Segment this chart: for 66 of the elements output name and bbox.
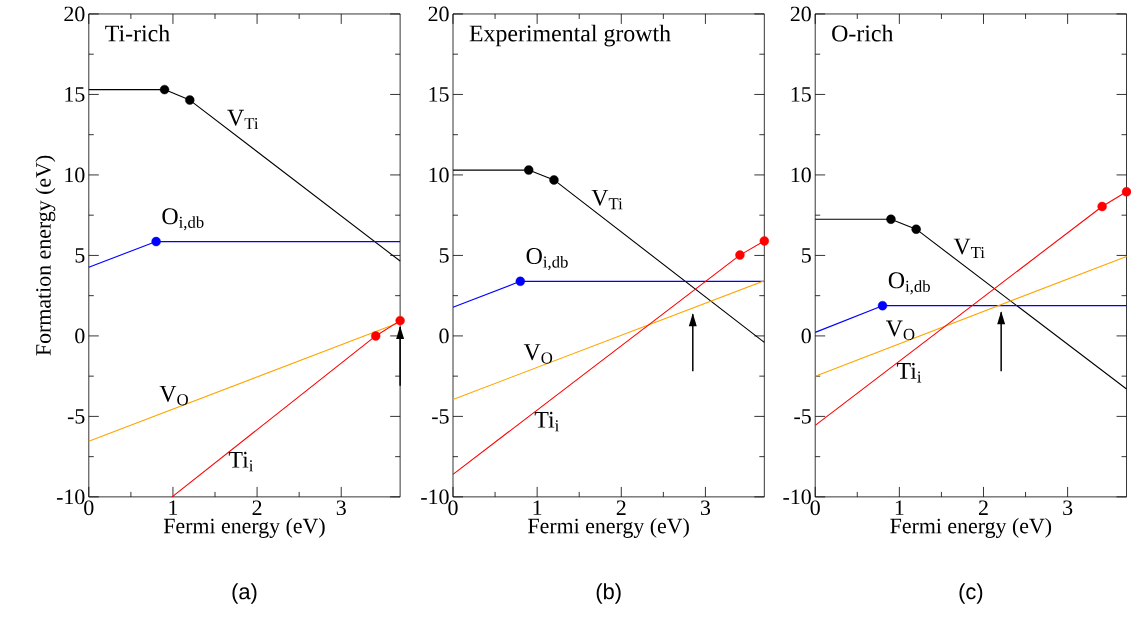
text: (c) — [959, 583, 983, 604]
series-label: V$_{Ti}$ — [591, 190, 623, 210]
point — [151, 237, 161, 247]
y-tick-label: -10 — [421, 489, 449, 505]
y-tick-label: 10 — [65, 167, 85, 183]
series-label: O$_{i,db}$ — [162, 208, 204, 231]
y-tick-label: 0 — [439, 328, 449, 344]
x-axis-title: Fermi energy (eV) — [890, 518, 1052, 539]
series-label: O$_{i,db}$ — [526, 248, 568, 271]
series-label: Ti$_{i}$ — [896, 363, 922, 383]
y-tick-label: 20 — [428, 6, 449, 22]
text: (a) — [232, 583, 257, 604]
series-label: V$_{O}$ — [159, 386, 188, 406]
x-tick-label: 3 — [701, 500, 711, 516]
y-tick-label: 5 — [75, 248, 85, 263]
point — [735, 250, 745, 260]
x-tick-label: 2 — [616, 500, 626, 516]
series-label: V$_{Ti}$ — [227, 109, 259, 130]
series-label: V$_{Ti}$ — [953, 238, 985, 259]
x-axis-title: Fermi energy (eV) — [528, 518, 689, 539]
point — [185, 95, 195, 105]
point — [395, 316, 405, 326]
point — [759, 236, 770, 246]
y-tick-label: -5 — [432, 409, 449, 424]
x-tick-label: 3 — [1063, 500, 1073, 516]
y-tick-label: -10 — [56, 489, 85, 505]
y-axis-title: Formation energy (eV) — [35, 155, 56, 356]
y-tick-label: 20 — [64, 6, 85, 22]
x-tick-label: 1 — [533, 500, 542, 516]
y-tick-label: 10 — [429, 167, 449, 183]
x-tick-label: 2 — [978, 500, 988, 516]
y-tick-label: -5 — [794, 409, 811, 424]
x-tick-label: 3 — [336, 500, 346, 516]
series-label: V$_{O}$ — [885, 320, 915, 341]
x-tick-label: 1 — [169, 500, 178, 516]
y-tick-label: 10 — [791, 167, 811, 183]
y-tick-label: -5 — [67, 409, 85, 424]
y-tick-label: 5 — [439, 248, 449, 263]
y-tick-label: 20 — [790, 6, 811, 22]
point — [877, 301, 888, 311]
series-label: O$_{i,db}$ — [888, 272, 930, 295]
x-axis-title: Fermi energy (eV) — [163, 518, 325, 539]
y-tick-label: 15 — [429, 87, 449, 102]
chart-title: O-rich — [832, 24, 894, 42]
series-label: Ti$_{i}$ — [534, 411, 559, 432]
x-tick-label: 1 — [895, 500, 904, 516]
point — [911, 224, 921, 235]
y-tick-label: 15 — [791, 87, 811, 102]
y-tick-label: 5 — [802, 248, 811, 263]
x-tick-label: 2 — [252, 500, 262, 516]
series-label: Ti$_{i}$ — [228, 451, 254, 472]
point — [886, 214, 896, 225]
series-label: V$_{O}$ — [523, 344, 553, 364]
text: (b) — [596, 583, 621, 604]
chart-title: Ti-rich — [105, 24, 170, 42]
point — [1097, 201, 1107, 212]
point — [371, 331, 381, 341]
y-tick-label: 0 — [801, 328, 811, 344]
y-tick-label: -10 — [783, 489, 811, 505]
y-tick-label: 15 — [65, 87, 85, 102]
point — [515, 276, 525, 287]
point — [549, 175, 559, 185]
y-tick-label: 0 — [75, 328, 85, 344]
point — [524, 165, 534, 175]
point — [159, 85, 170, 95]
chart-title: Experimental growth — [469, 24, 671, 47]
